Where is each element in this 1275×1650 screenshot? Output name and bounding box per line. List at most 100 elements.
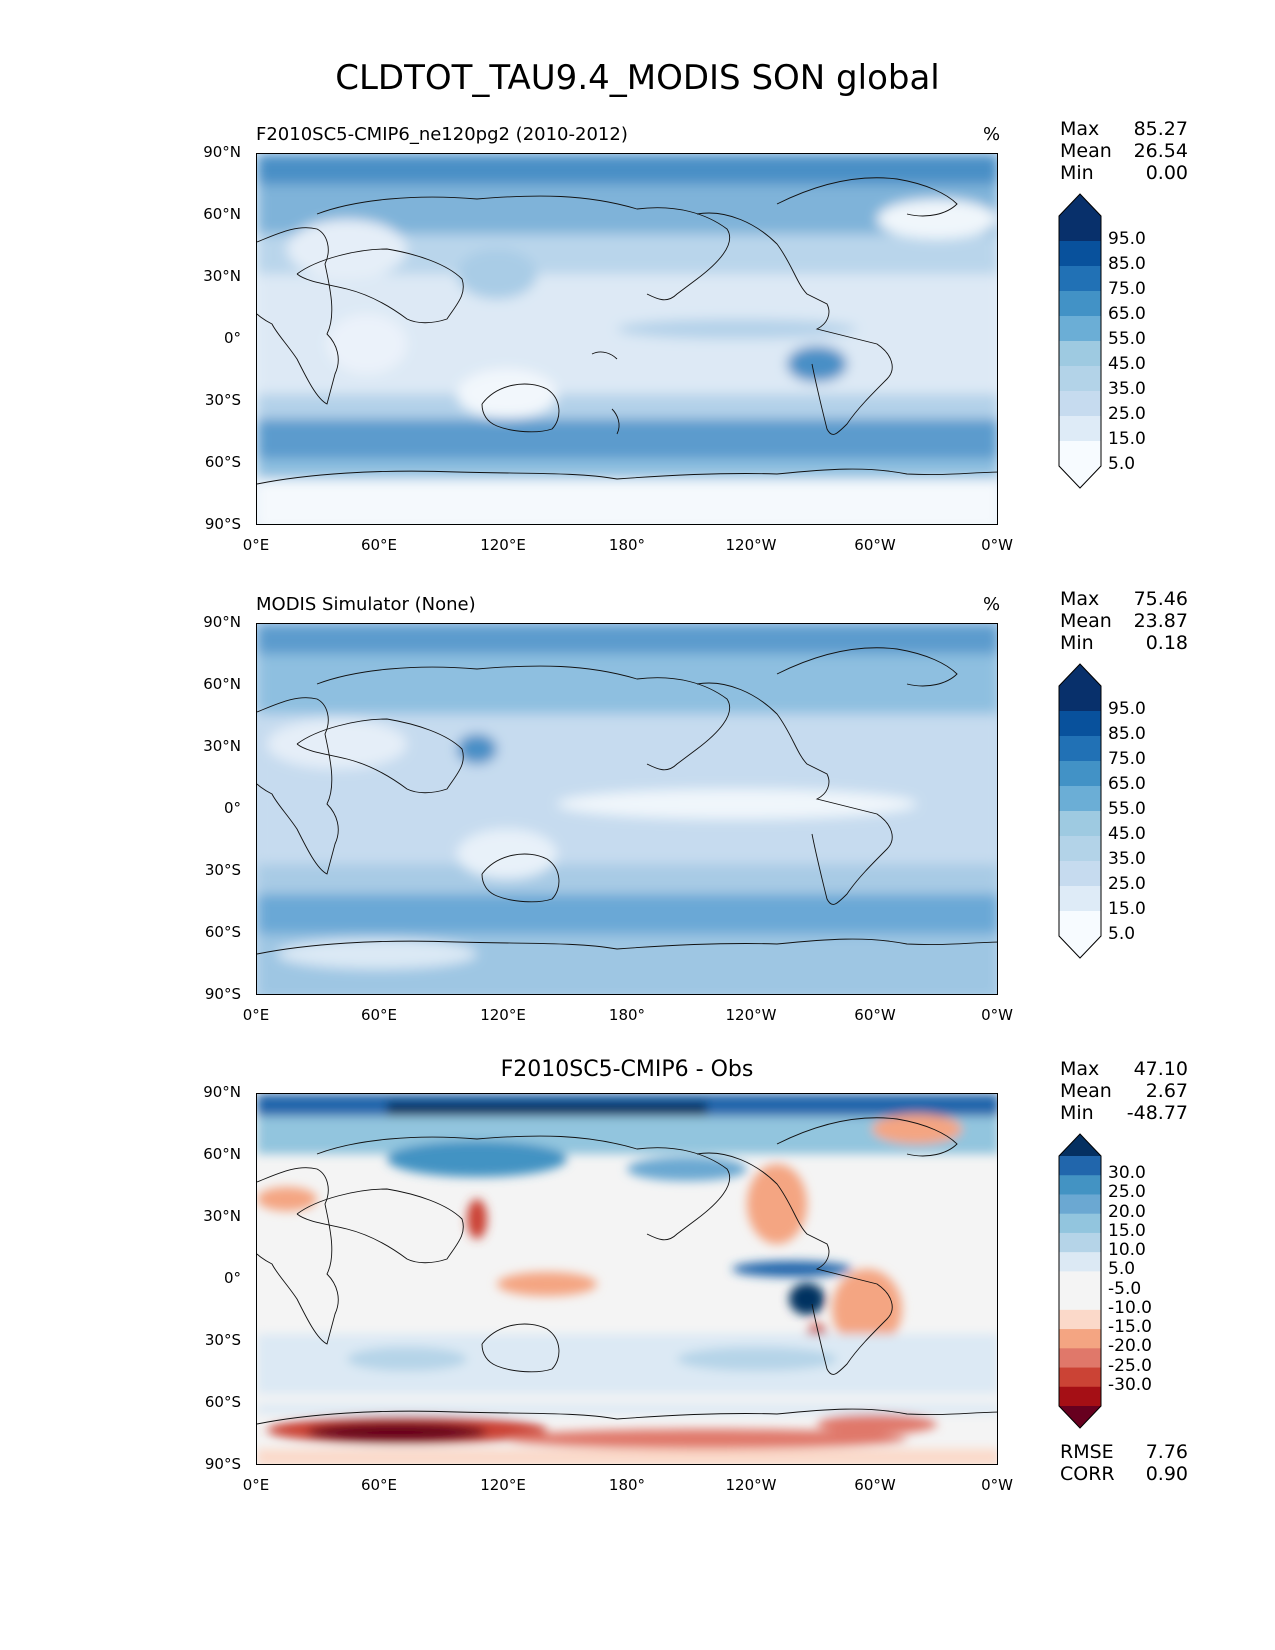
rmse-label: RMSE — [1060, 1441, 1114, 1463]
colorbar-tick-label: 25.0 — [1108, 1182, 1146, 1203]
colorbar-tick-label: 15.0 — [1108, 899, 1146, 919]
p3-lon-60w: 60°W — [854, 1476, 896, 1494]
p2-lon-120w: 120°W — [725, 1006, 777, 1024]
stat-min-label: Min — [1060, 1102, 1094, 1124]
colorbar-segment — [1059, 786, 1101, 812]
rmse-value: 7.76 — [1145, 1441, 1188, 1463]
panel3-stats: Max 47.10 Mean 2.67 Min -48.77 — [1060, 1058, 1188, 1124]
colorbar-segment — [1059, 266, 1101, 292]
colorbar-segment — [1059, 416, 1101, 442]
colorbar-tick-label: -30.0 — [1108, 1374, 1152, 1395]
p1-lat-60n: 60°N — [203, 205, 241, 223]
p3-lon-60e: 60°E — [360, 1476, 398, 1494]
corr-label: CORR — [1060, 1463, 1115, 1485]
colorbar-segment — [1059, 1232, 1101, 1253]
p1-lat-0: 0° — [223, 329, 241, 347]
p3-lat-0: 0° — [223, 1269, 241, 1287]
colorbar-tick-label: 15.0 — [1108, 429, 1146, 449]
stat-mean-label: Mean — [1060, 610, 1112, 632]
colorbar-segment — [1059, 341, 1101, 367]
colorbar-tick-label: 35.0 — [1108, 849, 1146, 869]
p3-lat-90n: 90°N — [203, 1083, 241, 1101]
p2-lon-60w: 60°W — [854, 1006, 896, 1024]
colorbar-segment — [1059, 391, 1101, 417]
colorbar-segment — [1059, 366, 1101, 392]
stat-mean-value: 23.87 — [1133, 610, 1188, 632]
p2-lon-0e: 0°E — [242, 1006, 270, 1024]
stat-mean-value: 2.67 — [1145, 1080, 1188, 1102]
p1-lon-120w: 120°W — [725, 536, 777, 554]
colorbar-tick-label: 30.0 — [1108, 1163, 1146, 1184]
colorbar-svg — [1058, 193, 1102, 489]
p2-lat-0: 0° — [223, 799, 241, 817]
colorbar-tick-label: 65.0 — [1108, 304, 1146, 324]
panel2-map — [256, 623, 998, 995]
colorbar-segment — [1059, 811, 1101, 837]
colorbar-segment — [1059, 241, 1101, 267]
p2-lat-30s: 30°S — [204, 861, 241, 879]
colorbar-tick-label: 55.0 — [1108, 329, 1146, 349]
colorbar-segment — [1059, 1309, 1101, 1330]
colorbar-segment — [1059, 1271, 1101, 1292]
stat-min-value: -48.77 — [1126, 1102, 1188, 1124]
p1-lat-30n: 30°N — [203, 267, 241, 285]
panel1-stats: Max 85.27 Mean 26.54 Min 0.00 — [1060, 118, 1188, 184]
colorbar-segment — [1059, 216, 1101, 242]
p3-lat-90s: 90°S — [204, 1455, 241, 1473]
colorbar-tick-label: 35.0 — [1108, 379, 1146, 399]
stat-max-value: 75.46 — [1133, 588, 1188, 610]
p1-lon-0e: 0°E — [242, 536, 270, 554]
colorbar-tick-label: 85.0 — [1108, 254, 1146, 274]
p2-lon-120e: 120°E — [480, 1006, 526, 1024]
p3-lon-180: 180° — [608, 1476, 646, 1494]
colorbar-outline — [1058, 193, 1102, 489]
stat-min-value: 0.18 — [1145, 632, 1188, 654]
colorbar-tick-label: 5.0 — [1108, 924, 1136, 944]
colorbar-extend-min — [1059, 466, 1101, 488]
colorbar-tick-label: 75.0 — [1108, 279, 1146, 299]
colorbar-outline — [1058, 1133, 1102, 1429]
colorbar-tick-label: 5.0 — [1108, 454, 1136, 474]
colorbar-extend-max — [1059, 1134, 1101, 1156]
stat-max-label: Max — [1060, 118, 1100, 140]
p2-lat-90s: 90°S — [204, 985, 241, 1003]
panel1-map — [256, 153, 998, 525]
colorbar-tick-label: -10.0 — [1108, 1297, 1152, 1318]
p3-lat-30s: 30°S — [204, 1331, 241, 1349]
coastlines — [257, 177, 997, 485]
colorbar-segment — [1059, 441, 1101, 467]
colorbar-svg — [1058, 663, 1102, 959]
colorbar-extend-min — [1059, 1406, 1101, 1428]
p3-lon-120w: 120°W — [725, 1476, 777, 1494]
stat-min-label: Min — [1060, 162, 1094, 184]
colorbar-tick-label: -25.0 — [1108, 1355, 1152, 1376]
colorbar-segment — [1059, 1386, 1101, 1407]
colorbar-tick-label: 20.0 — [1108, 1201, 1146, 1222]
stat-max-label: Max — [1060, 588, 1100, 610]
colorbar-tick-label: 85.0 — [1108, 724, 1146, 744]
p1-lon-0w: 0°W — [981, 536, 1013, 554]
panel3-error-stats: RMSE 7.76 CORR 0.90 — [1060, 1441, 1188, 1485]
stat-max-value: 85.27 — [1133, 118, 1188, 140]
p1-lat-90n: 90°N — [203, 143, 241, 161]
colorbar-segment — [1059, 761, 1101, 787]
colorbar-tick-label: 75.0 — [1108, 749, 1146, 769]
colorbar-tick-label: 5.0 — [1108, 1259, 1136, 1280]
p2-lat-60s: 60°S — [204, 923, 241, 941]
colorbar-tick-label: 65.0 — [1108, 774, 1146, 794]
colorbar-segment — [1059, 1156, 1101, 1176]
p1-lon-180: 180° — [608, 536, 646, 554]
colorbar-segment — [1059, 911, 1101, 937]
p2-lon-180: 180° — [608, 1006, 646, 1024]
colorbar-extend-max — [1059, 194, 1101, 216]
colorbar-segment — [1059, 1213, 1101, 1234]
p3-lat-60n: 60°N — [203, 1145, 241, 1163]
colorbar-tick-label: 55.0 — [1108, 799, 1146, 819]
corr-value: 0.90 — [1145, 1463, 1188, 1485]
colorbar-segment — [1059, 736, 1101, 762]
colorbar-tick-label: 10.0 — [1108, 1240, 1146, 1261]
p3-lon-0w: 0°W — [981, 1476, 1013, 1494]
stat-min-value: 0.00 — [1145, 162, 1188, 184]
colorbar-extend-max — [1059, 664, 1101, 686]
stat-max-value: 47.10 — [1133, 1058, 1188, 1080]
